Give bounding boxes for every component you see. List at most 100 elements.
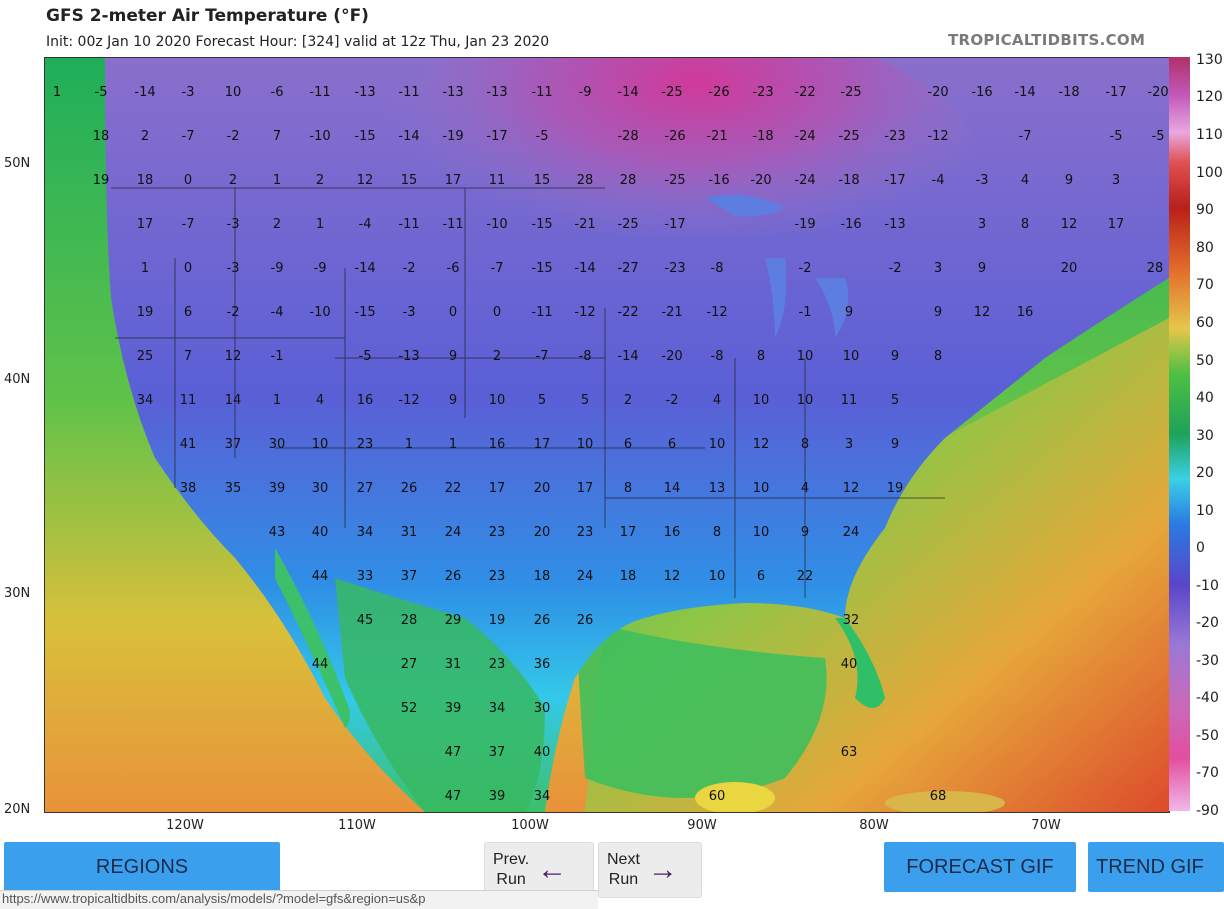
forecast-gif-button[interactable]: FORECAST GIF	[884, 842, 1076, 892]
temperature-point: 18	[620, 569, 637, 584]
temperature-point: -2	[227, 129, 240, 144]
temperature-point: -25	[664, 173, 685, 188]
temperature-point: -3	[976, 173, 989, 188]
temperature-point: 10	[312, 437, 329, 452]
temperature-point: 2	[316, 173, 324, 188]
temperature-point: 19	[887, 481, 904, 496]
colorbar-label: 70	[1196, 277, 1214, 293]
colorbar-label: -20	[1196, 615, 1219, 631]
temperature-point: 2	[624, 393, 632, 408]
temperature-point: -7	[536, 349, 549, 364]
temperature-point: -16	[708, 173, 729, 188]
temperature-point: 45	[357, 613, 374, 628]
temperature-point: 28	[620, 173, 637, 188]
temperature-point: 37	[401, 569, 418, 584]
temperature-point: -10	[309, 129, 330, 144]
temperature-point: -12	[398, 393, 419, 408]
temperature-point: -5	[359, 349, 372, 364]
temperature-point: 26	[445, 569, 462, 584]
temperature-point: -14	[1014, 85, 1035, 100]
arrow-left-icon: ←	[537, 853, 568, 886]
lon-label-70w: 70W	[1031, 818, 1061, 833]
temperature-point: 39	[445, 701, 462, 716]
site-brand: TROPICALTIDBITS.COM	[948, 31, 1146, 49]
prev-run-button[interactable]: Prev. Run ←	[484, 842, 594, 898]
temperature-labels: 1 -5 -14 -3 10 -6 -11 -13 -11 -13 -13 -11 -9 -14 -25 -2…	[53, 85, 1169, 804]
temperature-point: -15	[354, 305, 375, 320]
colorbar-label: -50	[1196, 728, 1219, 744]
colorbar-label: 10	[1196, 503, 1214, 519]
temperature-point: 13	[709, 481, 726, 496]
temperature-point: -11	[531, 305, 552, 320]
temperature-point: 12	[664, 569, 681, 584]
colorbar-label: -10	[1196, 578, 1219, 594]
temperature-point: 9	[449, 393, 457, 408]
temperature-point: -23	[664, 261, 685, 276]
lon-label-120w: 120W	[166, 818, 204, 833]
temperature-point: 28	[577, 173, 594, 188]
lat-label-20n: 20N	[4, 802, 31, 817]
temperature-point: 0	[449, 305, 457, 320]
temperature-point: 34	[357, 525, 374, 540]
temperature-point: 12	[843, 481, 860, 496]
temperature-point: 2	[273, 217, 281, 232]
temperature-point: -16	[971, 85, 992, 100]
temperature-point: -21	[661, 305, 682, 320]
temperature-point: 0	[184, 261, 192, 276]
temperature-point: 20	[534, 525, 551, 540]
temperature-point: -14	[617, 85, 638, 100]
temperature-point: 9	[934, 305, 942, 320]
temperature-point: 9	[891, 349, 899, 364]
regions-button[interactable]: REGIONS	[4, 842, 280, 892]
temperature-point: 3	[978, 217, 986, 232]
temperature-point: -22	[794, 85, 815, 100]
temperature-point: 23	[489, 525, 506, 540]
temperature-point: 18	[534, 569, 551, 584]
temperature-point: 31	[401, 525, 418, 540]
temperature-point: 37	[489, 745, 506, 760]
temperature-point: 38	[180, 481, 197, 496]
temperature-point: 17	[620, 525, 637, 540]
temperature-point: 10	[797, 393, 814, 408]
temperature-point: 2	[229, 173, 237, 188]
temperature-point: 41	[180, 437, 197, 452]
temperature-point: 43	[269, 525, 286, 540]
page-title: GFS 2-meter Air Temperature (°F)	[46, 6, 369, 26]
temperature-point: 9	[1065, 173, 1073, 188]
temperature-point: -7	[1019, 129, 1032, 144]
temperature-point: -12	[706, 305, 727, 320]
temperature-point: 63	[841, 745, 858, 760]
temperature-point: 6	[184, 305, 192, 320]
temperature-point: 15	[401, 173, 418, 188]
temperature-point: 30	[534, 701, 551, 716]
prev-run-label-1: Prev.	[493, 851, 530, 868]
temperature-point: 10	[797, 349, 814, 364]
temperature-point: -13	[442, 85, 463, 100]
next-run-button[interactable]: Next Run →	[598, 842, 702, 898]
temperature-point: 10	[709, 569, 726, 584]
temperature-point: 17	[1108, 217, 1125, 232]
temperature-point: -21	[574, 217, 595, 232]
colorbar-label: 110	[1196, 127, 1223, 143]
temperature-point: 3	[845, 437, 853, 452]
temperature-point: 4	[713, 393, 721, 408]
temperature-point: 7	[184, 349, 192, 364]
temperature-point: -8	[711, 349, 724, 364]
temperature-point: 14	[225, 393, 242, 408]
temperature-point: 40	[312, 525, 329, 540]
temperature-point: 8	[801, 437, 809, 452]
temperature-point: 4	[801, 481, 809, 496]
temperature-point: 10	[489, 393, 506, 408]
temperature-point: 26	[577, 613, 594, 628]
temperature-point: 40	[841, 657, 858, 672]
temperature-point: 19	[489, 613, 506, 628]
colorbar-label: 100	[1196, 165, 1223, 181]
trend-gif-button[interactable]: TREND GIF	[1088, 842, 1224, 892]
temperature-point: 12	[225, 349, 242, 364]
temperature-point: 20	[534, 481, 551, 496]
temperature-point: -5	[1110, 129, 1123, 144]
temperature-point: 5	[538, 393, 546, 408]
temperature-point: 32	[843, 613, 860, 628]
temperature-point: 10	[753, 525, 770, 540]
temperature-point: 30	[312, 481, 329, 496]
